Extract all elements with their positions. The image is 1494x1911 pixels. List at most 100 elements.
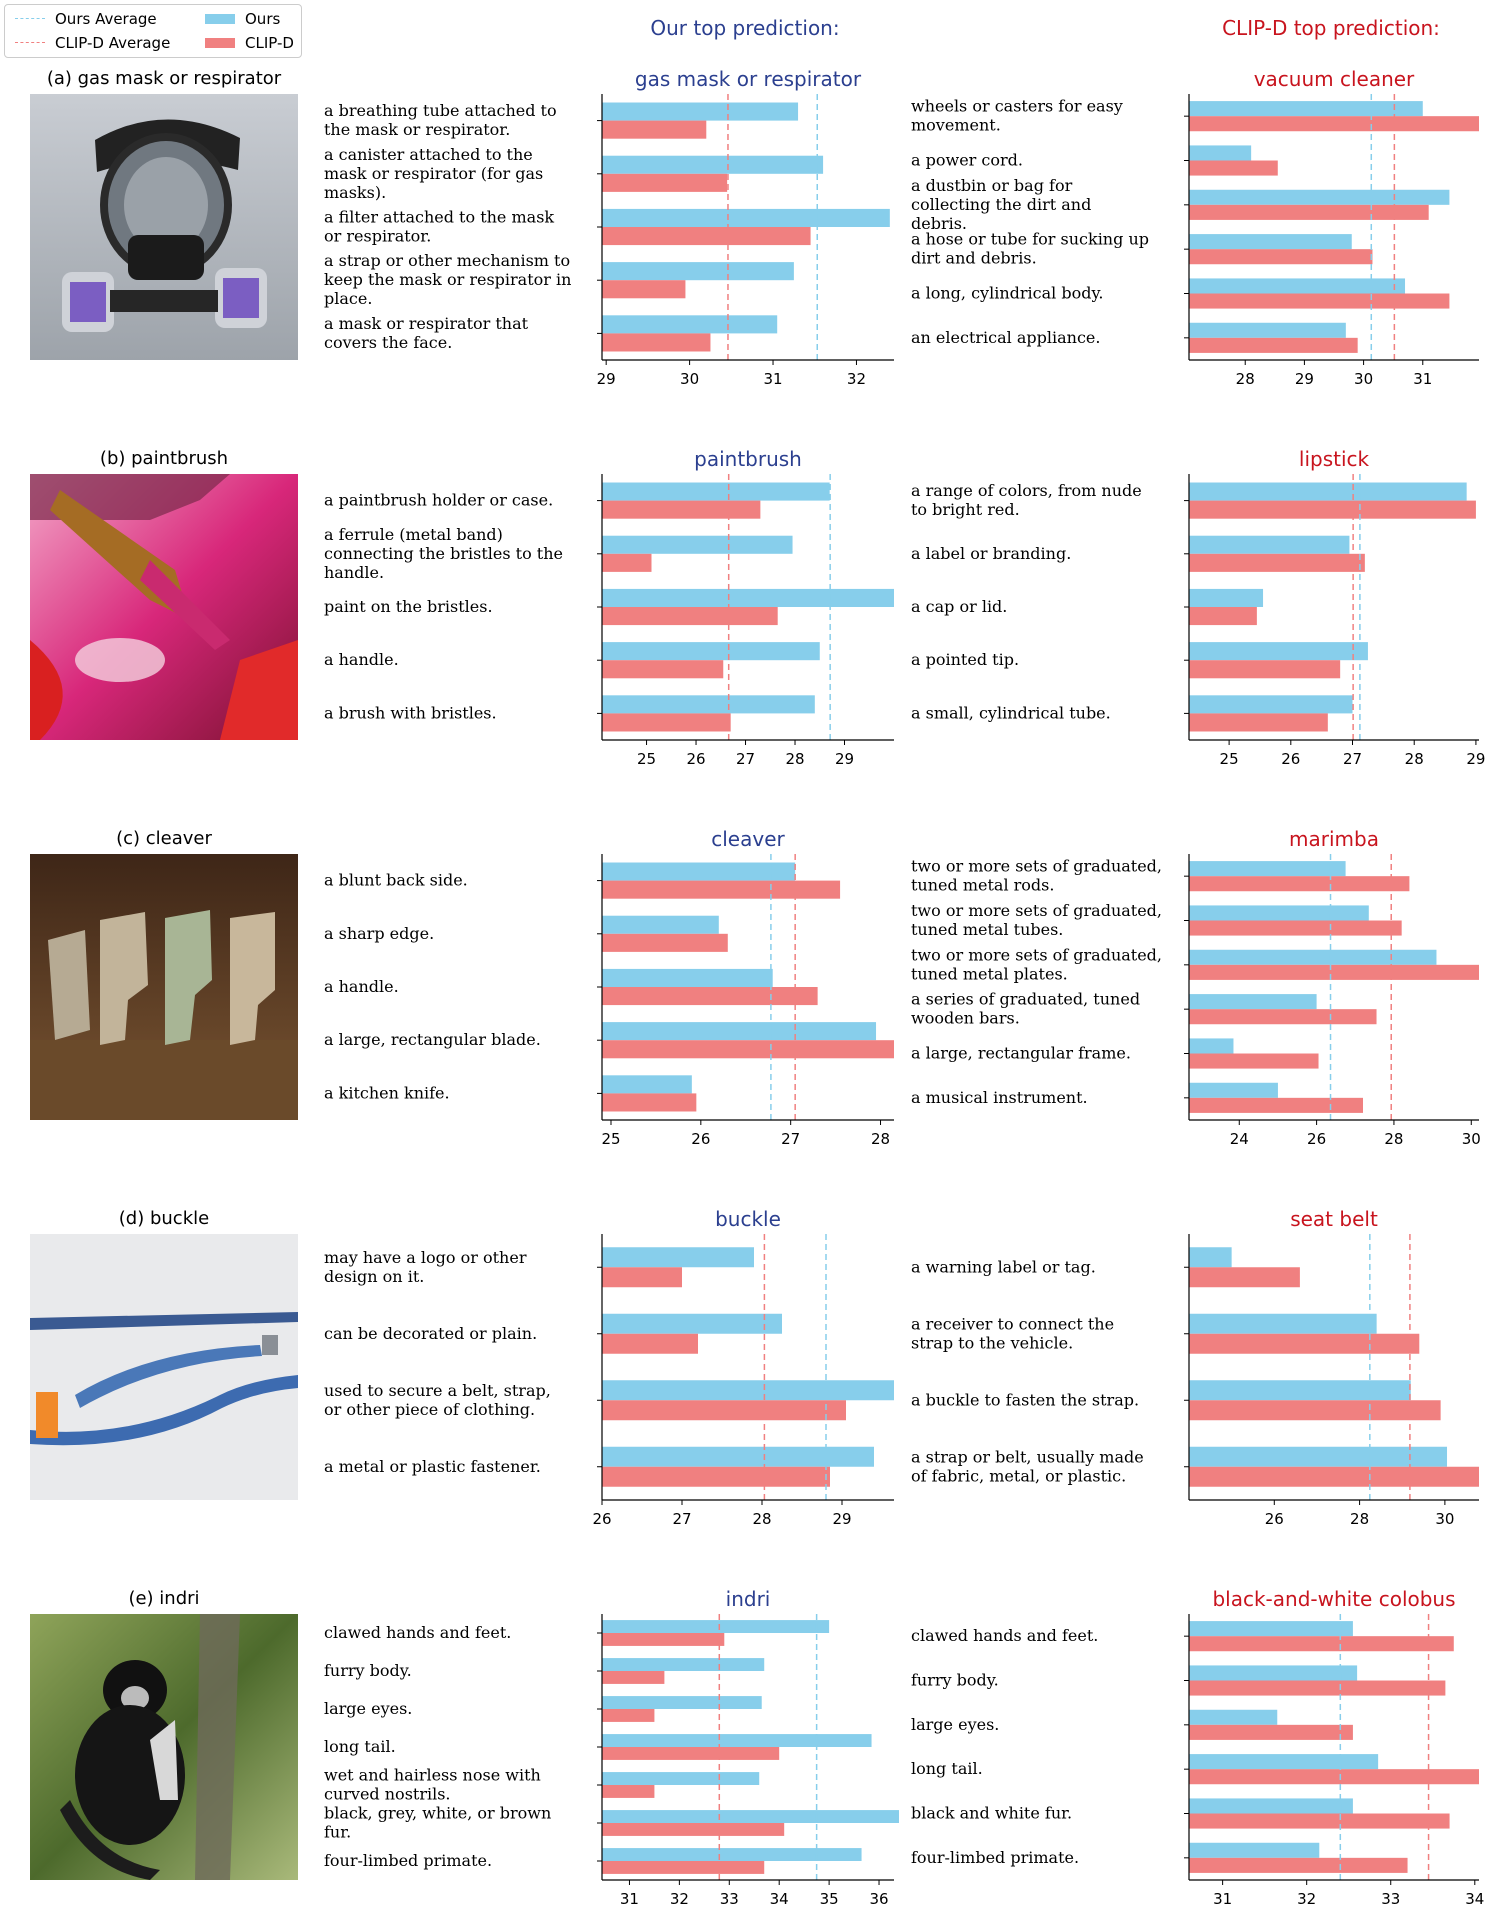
chart-title: vacuum cleaner	[1254, 67, 1415, 91]
x-tick-label: 25	[601, 1130, 620, 1148]
category-label: a paintbrush holder or case.	[324, 491, 553, 510]
category-label: a musical instrument.	[911, 1088, 1088, 1107]
bar-ours	[1189, 861, 1346, 877]
bar-ours	[602, 915, 719, 934]
category-label: a small, cylindrical tube.	[911, 703, 1111, 722]
category-label: a ferrule (metal band) connecting the bri…	[324, 525, 563, 582]
x-tick-label: 31	[763, 370, 782, 388]
bar-clip	[602, 227, 811, 246]
bar-ours	[602, 695, 815, 714]
bar-clip	[1189, 1857, 1408, 1873]
category-label: a canister attached to the mask or respir…	[324, 145, 543, 202]
bar-ours	[602, 1313, 782, 1334]
category-label: black, grey, white, or brown fur.	[324, 1804, 551, 1842]
x-tick-label: 28	[1350, 1510, 1369, 1528]
bar-ours	[1189, 588, 1264, 607]
category-label: a hose or tube for sucking up dirt and de…	[911, 230, 1149, 268]
x-tick-label: 28	[1405, 750, 1424, 768]
category-label: a mask or respirator that covers the face…	[324, 314, 529, 352]
bar-chart: cleaver a blunt back side. a sharp edge. a …	[324, 827, 894, 1148]
bar-clip	[602, 713, 731, 732]
photo-indri	[30, 1614, 298, 1880]
bar-clip	[602, 987, 818, 1006]
category-label: two or more sets of graduated, tuned meta…	[911, 945, 1162, 983]
bar-ours	[1189, 1665, 1358, 1681]
chart-title: gas mask or respirator	[635, 67, 862, 91]
bar-ours	[602, 968, 773, 987]
legend-swatch	[205, 14, 235, 24]
category-label: a breathing tube attached to the mask or …	[324, 101, 557, 139]
bar-ours	[602, 1620, 830, 1633]
bar-clip	[1189, 204, 1429, 220]
photo-gas-mask	[30, 94, 298, 360]
category-label: a kitchen knife.	[324, 1083, 450, 1102]
x-tick-label: 32	[1297, 1890, 1316, 1908]
bar-ours	[1189, 1842, 1320, 1858]
category-label: a dustbin or bag for collecting the dirt …	[911, 176, 1091, 233]
panel-title: (d) buckle	[119, 1208, 209, 1229]
bar-ours	[1189, 1380, 1411, 1401]
bar-clip	[602, 1747, 780, 1760]
legend-label: CLIP-D	[245, 34, 294, 52]
x-tick-label: 31	[1213, 1890, 1232, 1908]
x-tick-label: 34	[770, 1890, 789, 1908]
bar-ours	[1189, 1754, 1379, 1770]
x-tick-label: 30	[1435, 1510, 1454, 1528]
category-label: a range of colors, from nude to bright re…	[911, 481, 1142, 519]
bar-ours	[1189, 949, 1437, 965]
category-label: may have a logo or other design on it.	[324, 1248, 527, 1286]
bar-ours	[1189, 234, 1352, 250]
bar-clip	[602, 607, 778, 626]
category-label: wheels or casters for easy movement.	[911, 97, 1123, 135]
bar-clip	[1189, 1053, 1319, 1069]
bar-ours	[1189, 1709, 1278, 1725]
category-label: two or more sets of graduated, tuned meta…	[911, 901, 1162, 939]
bar-clip	[1189, 160, 1278, 176]
bar-clip	[602, 933, 728, 952]
x-tick-label: 26	[686, 750, 705, 768]
bar-ours	[1189, 482, 1467, 501]
category-label: a blunt back side.	[324, 871, 468, 890]
category-label: four-limbed primate.	[324, 1851, 492, 1870]
category-label: a long, cylindrical body.	[911, 284, 1103, 303]
bar-clip	[1189, 293, 1450, 309]
bar-ours	[602, 155, 824, 174]
bar-clip	[1189, 116, 1479, 132]
bar-clip	[1189, 1769, 1479, 1785]
bar-ours	[1189, 145, 1252, 161]
bar-chart: buckle may have a logo or other design on …	[324, 1207, 894, 1528]
bar-chart: black-and-white colobus clawed hands and …	[911, 1587, 1484, 1908]
legend-label: Ours Average	[55, 10, 157, 28]
bar-clip	[602, 1267, 682, 1288]
bar-chart: lipstick a range of colors, from nude to b…	[911, 447, 1485, 768]
category-label: a label or branding.	[911, 544, 1071, 563]
x-tick-label: 29	[1295, 370, 1314, 388]
x-tick-label: 27	[672, 1510, 691, 1528]
category-label: a strap or other mechanism to keep the ma…	[324, 251, 571, 308]
x-tick-label: 34	[1465, 1890, 1484, 1908]
chart-title: lipstick	[1299, 447, 1370, 471]
x-tick-label: 28	[1384, 1130, 1403, 1148]
bar-clip	[602, 1333, 698, 1354]
category-label: a pointed tip.	[911, 650, 1019, 669]
bar-clip	[602, 1400, 846, 1421]
category-label: a metal or plastic fastener.	[324, 1457, 541, 1476]
bar-ours	[602, 642, 820, 661]
x-tick-label: 29	[835, 750, 854, 768]
bar-ours	[602, 1734, 872, 1747]
bar-ours	[1189, 1038, 1234, 1054]
bar-chart: marimba two or more sets of graduated, tun…	[911, 827, 1481, 1148]
x-tick-label: 27	[781, 1130, 800, 1148]
x-tick-label: 29	[1466, 750, 1485, 768]
bar-ours	[602, 1446, 874, 1467]
bar-clip	[602, 1671, 665, 1684]
bar-clip	[1189, 1097, 1363, 1113]
bar-ours	[602, 315, 778, 334]
chart-title: buckle	[715, 1207, 781, 1231]
bar-ours	[1189, 101, 1423, 117]
bar-ours	[1189, 322, 1346, 338]
x-tick-label: 35	[820, 1890, 839, 1908]
ours-header: Our top prediction:	[650, 16, 840, 40]
bar-ours	[602, 1810, 899, 1823]
x-tick-label: 31	[1413, 370, 1432, 388]
